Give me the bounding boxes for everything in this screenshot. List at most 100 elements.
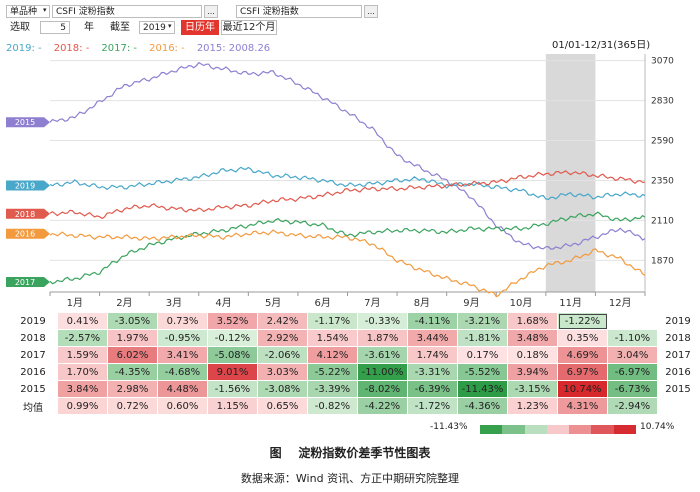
table-cell: -5.22% <box>307 363 358 381</box>
table-cell: -1.22% <box>557 312 608 330</box>
row-label: 2017 <box>8 346 58 364</box>
table-row: 2017 1.59% 6.02% 3.41% -5.08% -2.06% 4.12% -3.6… <box>8 346 699 364</box>
table-cell: 0.73% <box>157 312 208 330</box>
row-label: 均值 <box>8 397 58 415</box>
table-cell: 3.52% <box>207 312 258 330</box>
table-cell: -11.00% <box>357 363 408 381</box>
table-cell: 9.01% <box>207 363 258 381</box>
table-cell: -3.08% <box>257 380 308 398</box>
x-tick-label: 1月 <box>67 297 83 309</box>
variety-select[interactable]: 单品种 <box>6 5 50 18</box>
table-cell: 4.48% <box>157 380 208 398</box>
row-label-right: 2018 <box>657 329 699 347</box>
table-cell: 0.41% <box>57 312 108 330</box>
row-label-right: 2015 <box>657 380 699 398</box>
years-input[interactable]: 5 <box>40 21 70 34</box>
table-cell: 1.70% <box>57 363 108 381</box>
contract-b-more-button[interactable]: ... <box>364 5 378 18</box>
table-cell: 0.99% <box>57 397 108 415</box>
series-tag-2018 <box>6 208 50 219</box>
table-cell: 3.44% <box>407 329 458 347</box>
table-cell: -3.21% <box>457 312 508 330</box>
legend-2019: 2019: - <box>6 43 42 54</box>
table-cell: -4.11% <box>407 312 458 330</box>
series-tag-label: 2019 <box>15 181 35 190</box>
table-cell: 0.18% <box>507 346 558 364</box>
scale-max-label: 10.74% <box>640 422 675 432</box>
legend-2016: 2016: - <box>149 43 185 54</box>
table-row: 2016 1.70% -4.35% -4.68% 9.01% 3.03% -5.22% -11… <box>8 363 699 381</box>
series-tag-2016 <box>6 228 50 239</box>
y-tick-label: 2830 <box>651 97 674 107</box>
row-label-right: 2016 <box>657 363 699 381</box>
color-scale-step <box>569 425 592 434</box>
scale-min-label: -11.43% <box>430 422 468 432</box>
table-cell: 1.68% <box>507 312 558 330</box>
table-cell: 2.92% <box>257 329 308 347</box>
seasonal-line-chart: 1870 2110 2350 2590 2830 3070 1月 2月 3月 4月 5月 6月 7月 8月… <box>6 54 674 309</box>
series-tag-2017 <box>6 277 50 288</box>
table-cell: -6.97% <box>607 363 658 381</box>
table-cell: -3.15% <box>507 380 558 398</box>
row-label: 2019 <box>8 312 58 330</box>
cutoff-label: 截至 <box>110 22 130 33</box>
x-tick-label: 10月 <box>510 297 533 309</box>
table-cell: 10.74% <box>557 380 608 398</box>
x-tick-label: 4月 <box>215 297 231 309</box>
table-cell: -8.02% <box>357 380 408 398</box>
table-cell: -4.35% <box>107 363 158 381</box>
table-cell: 0.17% <box>457 346 508 364</box>
table-cell: -2.06% <box>257 346 308 364</box>
table-cell: 0.35% <box>557 329 608 347</box>
table-cell: 3.84% <box>57 380 108 398</box>
table-cell: 4.69% <box>557 346 608 364</box>
source-note: 数据来源：Wind 资讯、方正中期研究院整理 <box>240 472 460 485</box>
table-cell: 0.65% <box>257 397 308 415</box>
table-cell: 3.04% <box>607 346 658 364</box>
table-cell: -4.68% <box>157 363 208 381</box>
contract-b-select[interactable]: CSFI 淀粉指数 <box>236 5 362 18</box>
date-range-label: 01/01-12/31(365日) <box>552 40 651 51</box>
table-row: 2019 0.41% -3.05% 0.73% 3.52% 2.42% -1.17% -0.3… <box>8 312 699 330</box>
table-cell: 6.97% <box>557 363 608 381</box>
row-label: 2016 <box>8 363 58 381</box>
x-tick-label: 8月 <box>414 297 430 309</box>
contract-a-select[interactable]: CSFI 淀粉指数 <box>52 5 202 18</box>
row-label: 2015 <box>8 380 58 398</box>
years-unit-label: 年 <box>84 22 94 33</box>
recent-12-months-button[interactable]: 最近12个月 <box>221 20 277 35</box>
color-scale-step <box>546 425 570 434</box>
y-tick-label: 2110 <box>651 216 674 226</box>
table-cell: -2.57% <box>57 329 108 347</box>
table-cell: 3.41% <box>157 346 208 364</box>
series-tag-label: 2017 <box>15 278 35 287</box>
table-cell: -1.56% <box>207 380 258 398</box>
row-label-right <box>657 397 699 415</box>
table-cell: -1.72% <box>407 397 458 415</box>
row-label: 2018 <box>8 329 58 347</box>
table-cell: 1.74% <box>407 346 458 364</box>
table-row: 均值 0.99% 0.72% 0.60% 1.15% 0.65% -0.82% -4.22% -… <box>8 397 699 415</box>
table-cell: -0.12% <box>207 329 258 347</box>
select-label: 选取 <box>10 22 30 33</box>
y-tick-label: 2590 <box>651 137 674 147</box>
series-line-2018 <box>49 170 646 220</box>
table-cell: 4.12% <box>307 346 358 364</box>
series-line-2017 <box>49 211 646 285</box>
table-cell: 1.97% <box>107 329 158 347</box>
calendar-year-button[interactable]: 日历年 <box>181 20 219 35</box>
contract-a-more-button[interactable]: ... <box>204 5 218 18</box>
chevron-down-icon[interactable]: ▾ <box>43 6 47 14</box>
table-row: 2015 3.84% 2.98% 4.48% -1.56% -3.08% -3.39% -8.… <box>8 380 699 398</box>
cutoff-year-select[interactable]: 2019 <box>139 21 175 34</box>
highlight-band <box>545 54 596 292</box>
table-cell: -4.22% <box>357 397 408 415</box>
row-label-right: 2017 <box>657 346 699 364</box>
table-cell: 1.59% <box>57 346 108 364</box>
chevron-down-icon[interactable]: ▾ <box>168 22 172 30</box>
table-cell: 3.94% <box>507 363 558 381</box>
table-cell: -5.52% <box>457 363 508 381</box>
table-cell: -3.39% <box>307 380 358 398</box>
table-cell: -11.43% <box>457 380 508 398</box>
seasonal-table: 2019 0.41% -3.05% 0.73% 3.52% 2.42% -1.17% -0.3… <box>8 312 699 415</box>
